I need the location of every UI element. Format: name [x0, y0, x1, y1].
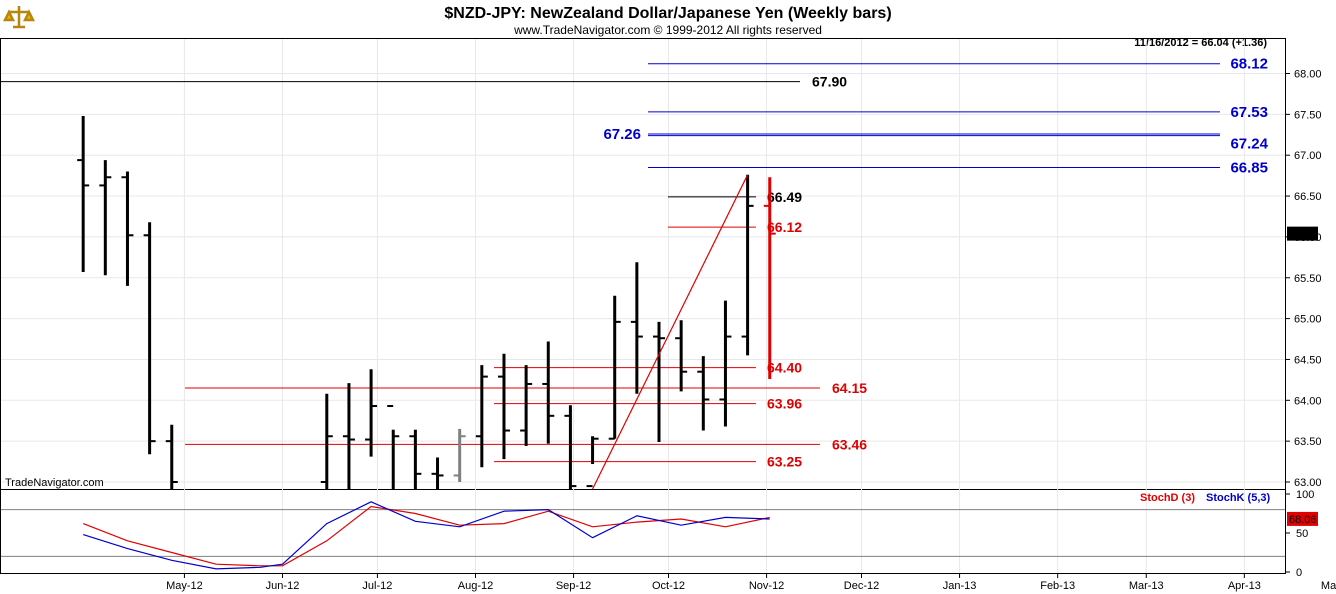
copyright-text: www.TradeNavigator.com © 1999-2012 All r… — [513, 23, 822, 37]
price-tick-label: 66.50 — [1294, 191, 1322, 203]
level-label: 67.53 — [1230, 104, 1268, 121]
level-label: 66.49 — [767, 189, 802, 205]
stoch-last-label: 68.06 — [1289, 514, 1317, 526]
level-label: 68.12 — [1230, 56, 1268, 73]
time-tick-label: Feb-13 — [1040, 580, 1075, 592]
level-label: 64.15 — [832, 380, 867, 396]
price-tick-label: 67.00 — [1294, 150, 1322, 162]
level-label: 63.46 — [832, 436, 867, 452]
watermark: TradeNavigator.com — [5, 477, 104, 489]
stoch-tick-label: 0 — [1296, 567, 1302, 579]
price-tick-label: 68.00 — [1294, 69, 1322, 81]
time-tick-label: Dec-12 — [844, 580, 879, 592]
indicator-panel-frame — [0, 489, 1286, 574]
price-tick-label: 63.50 — [1294, 436, 1322, 448]
price-axis: 63.0063.5064.0064.5065.0065.5066.0066.50… — [1285, 69, 1322, 489]
time-tick-label: May-12 — [166, 580, 203, 592]
price-tick-label: 65.00 — [1294, 314, 1322, 326]
last-price-label: 66.04 — [1289, 229, 1317, 241]
level-label: 67.90 — [812, 74, 847, 90]
price-tick-label: 63.00 — [1294, 477, 1322, 489]
time-tick-label: Jun-12 — [266, 580, 300, 592]
level-label: 67.24 — [1230, 136, 1268, 153]
legend-stochk: StochK (5,3) — [1206, 492, 1271, 504]
time-tick-label: Sep-12 — [556, 580, 591, 592]
last-price-box — [1287, 226, 1318, 241]
level-label: 66.12 — [767, 219, 802, 235]
time-tick-label: May-13 — [1321, 580, 1336, 592]
level-label: 63.96 — [767, 396, 802, 412]
level-label: 64.40 — [767, 360, 802, 376]
price-bars — [77, 115, 776, 489]
time-tick-label: Nov-12 — [749, 580, 784, 592]
time-tick-label: Oct-12 — [652, 580, 685, 592]
time-tick-label: Jan-13 — [943, 580, 977, 592]
price-panel-frame — [0, 38, 1286, 490]
time-tick-label: Mar-13 — [1129, 580, 1164, 592]
grid — [1, 39, 1285, 573]
level-label: 66.85 — [1230, 159, 1268, 176]
stoch-tick-label: 50 — [1296, 528, 1308, 540]
level-label: 67.26 — [603, 126, 641, 143]
price-tick-label: 67.50 — [1294, 109, 1322, 121]
price-tick-label: 64.50 — [1294, 354, 1322, 366]
time-tick-label: Apr-13 — [1228, 580, 1261, 592]
stochastic-panel: StochD (3) StochK (5,3) 0 50 100 68.06 — [1, 489, 1318, 579]
price-tick-label: 65.50 — [1294, 273, 1322, 285]
chart-title: $NZD-JPY: NewZealand Dollar/Japanese Yen… — [444, 5, 891, 22]
trendline-segment — [592, 174, 749, 490]
logo-icon — [2, 2, 36, 32]
price-tick-label: 64.00 — [1294, 395, 1322, 407]
stoch-line — [82, 505, 770, 567]
legend-stochd: StochD (3) — [1140, 492, 1195, 504]
time-axis: May-12 Jun-12 Jul-12 Aug-12 Sep-12 Oct-12 Nov-… — [166, 573, 1336, 592]
level-lines: 67.90 68.12 67.53 67.26 67.24 66.85 66.49 66.12… — [1, 56, 1269, 470]
stoch-last-box — [1287, 511, 1318, 526]
stoch-tick-label: 100 — [1296, 489, 1314, 501]
time-tick-label: Aug-12 — [458, 580, 493, 592]
time-tick-label: Jul-12 — [362, 580, 392, 592]
last-quote: 11/16/2012 = 66.04 (+1.36) — [1134, 37, 1267, 49]
trendline — [592, 174, 749, 490]
stoch-line — [83, 501, 770, 570]
level-label: 63.25 — [767, 454, 802, 470]
